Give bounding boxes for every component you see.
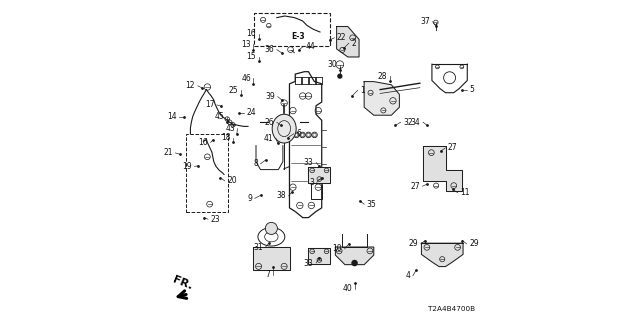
Text: E-3: E-3 [292,32,305,41]
Text: FR.: FR. [171,274,194,291]
Text: 29: 29 [469,239,479,248]
Text: 2: 2 [351,39,356,48]
Text: 23: 23 [211,215,220,224]
Text: 45: 45 [215,112,225,121]
Text: 6: 6 [296,129,301,138]
Text: 30: 30 [328,60,337,69]
Text: 40: 40 [342,284,352,293]
Text: 18: 18 [221,133,230,142]
Text: 15: 15 [246,52,256,61]
Text: 7: 7 [265,270,270,279]
Circle shape [352,260,357,266]
Text: 21: 21 [163,148,173,157]
Text: 41: 41 [264,134,273,143]
Text: 10: 10 [332,244,342,253]
Text: 43: 43 [225,124,235,133]
Polygon shape [337,27,359,57]
Text: 44: 44 [306,42,316,51]
Text: 16: 16 [246,29,256,38]
Text: 9: 9 [247,194,252,203]
Text: 38: 38 [276,191,286,200]
Text: 11: 11 [460,188,470,197]
Circle shape [266,222,277,235]
Text: 16: 16 [198,138,208,147]
Text: 24: 24 [246,108,256,117]
Text: 25: 25 [228,86,238,95]
Text: 37: 37 [420,17,430,26]
Text: 33: 33 [304,259,314,268]
Text: 27: 27 [448,143,458,152]
Polygon shape [364,82,399,115]
Text: 36: 36 [264,45,275,54]
Text: 4: 4 [405,271,410,280]
Text: 27: 27 [410,182,420,191]
Text: 31: 31 [253,243,263,252]
Polygon shape [308,167,330,183]
Text: 32: 32 [403,118,413,127]
Polygon shape [308,248,330,264]
Text: 5: 5 [470,85,475,94]
Polygon shape [424,146,462,191]
Text: 13: 13 [241,40,251,49]
Bar [186,134,228,212]
Text: 26: 26 [264,118,275,127]
Text: 39: 39 [266,92,275,101]
Text: 3: 3 [309,178,314,187]
Bar [254,13,330,46]
Text: 35: 35 [367,200,376,209]
Text: 19: 19 [182,162,192,171]
Text: 22: 22 [337,33,346,42]
Text: 17: 17 [205,100,214,109]
Text: 33: 33 [304,158,314,167]
Polygon shape [422,243,463,267]
Text: 1: 1 [360,86,365,95]
Polygon shape [253,247,290,270]
Ellipse shape [272,114,296,143]
Text: T2A4B4700B: T2A4B4700B [428,306,475,312]
Text: 12: 12 [186,81,195,90]
Text: 29: 29 [408,239,419,248]
Text: 20: 20 [227,176,237,185]
Polygon shape [335,247,374,265]
Text: 14: 14 [167,112,177,121]
Text: 34: 34 [411,118,420,127]
Text: 28: 28 [378,72,387,81]
Text: 46: 46 [241,74,251,83]
Text: 8: 8 [253,159,258,168]
Circle shape [338,74,342,78]
